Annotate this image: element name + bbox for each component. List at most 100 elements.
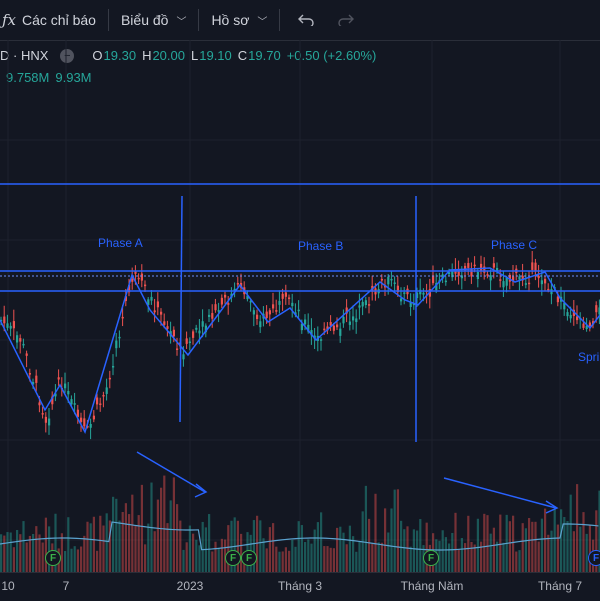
candle-body [83, 418, 86, 427]
volume-bar [595, 510, 598, 572]
volume-bar [339, 526, 342, 572]
volume-bar [400, 520, 403, 572]
candle-body [41, 413, 44, 415]
candle-body [9, 325, 12, 329]
volume-bar [54, 513, 57, 572]
candle-body [67, 391, 70, 395]
volume-bar [508, 521, 511, 572]
toolbar-divider [198, 9, 200, 31]
volume-bar [144, 544, 147, 572]
candle-body [208, 314, 211, 317]
volume-ma-line [0, 521, 599, 551]
volume-bar [403, 529, 406, 572]
candle-body [444, 280, 447, 283]
phase-a-label: Phase A [98, 236, 143, 250]
volume-bar [297, 521, 300, 572]
candle-body [64, 383, 67, 389]
volume-bar [588, 525, 591, 572]
chart-type-button[interactable]: Biểu đồ ﹀ [113, 0, 194, 40]
candle-body [3, 316, 6, 324]
candle-body [454, 270, 457, 274]
candle-body [291, 302, 294, 307]
candle-body [201, 321, 204, 327]
volume-bar [134, 525, 137, 572]
candle-body [19, 338, 22, 342]
volume-bar [473, 544, 476, 572]
volume-bar [83, 535, 86, 572]
volume-bar [374, 493, 377, 572]
indicators-button[interactable]: ƒx Các chỉ báo [0, 0, 104, 40]
candle-body [176, 348, 179, 350]
candle-body [236, 283, 239, 285]
volume-bar [278, 551, 281, 572]
candle-body [595, 305, 598, 313]
volume-bar [252, 520, 255, 572]
volume-bar [371, 543, 374, 572]
candle-body [336, 324, 339, 328]
candle-body [540, 280, 543, 285]
price-chart[interactable]: Phase A Phase B Phase C Spri [0, 40, 600, 572]
x-tick-label: Tháng 3 [277, 579, 323, 593]
volume-bar [470, 542, 473, 572]
chart-grid [0, 40, 600, 572]
arrow-head [194, 483, 208, 498]
candle-body [172, 329, 175, 337]
volume-bar [524, 528, 527, 572]
candle-body [185, 338, 188, 344]
volume-bar [521, 523, 524, 572]
volume-bar [448, 543, 451, 572]
toolbar-divider [107, 9, 109, 31]
volume-bar [377, 542, 380, 572]
candle-body [598, 307, 600, 315]
time-axis[interactable]: 10 7 2023 Tháng 3 Tháng Năm Tháng 7 [0, 572, 600, 601]
candle-body [121, 316, 124, 319]
candle-body [464, 265, 467, 271]
financials-event-marker[interactable]: F [225, 550, 241, 566]
candle-body [480, 263, 483, 272]
candle-body [163, 321, 166, 325]
candle-body [134, 271, 137, 274]
phase-b-label: Phase B [298, 239, 343, 253]
volume-bar [70, 548, 73, 572]
volume-bar [22, 521, 25, 572]
redo-button[interactable] [328, 0, 364, 40]
financials-event-marker[interactable]: F [241, 550, 257, 566]
volume-bar [355, 551, 358, 572]
volume-bar [41, 542, 44, 572]
candle-body [499, 279, 502, 281]
volume-bars [0, 475, 600, 572]
candle-body [76, 409, 79, 417]
candle-body [92, 415, 95, 420]
candle-body [470, 268, 473, 277]
profile-button[interactable]: Hồ sơ ﹀ [203, 0, 275, 40]
financials-event-marker[interactable]: F [45, 550, 61, 566]
volume-bar [227, 525, 230, 572]
undo-button[interactable] [284, 0, 328, 40]
volume-bar [118, 520, 121, 572]
candle-body [409, 302, 412, 307]
candle-body [137, 277, 140, 280]
candle-body [537, 275, 540, 279]
minus-icon[interactable]: − [60, 48, 75, 63]
spring-label: Spri [578, 350, 599, 364]
financials-event-marker[interactable]: F [588, 550, 600, 566]
candle-body [166, 326, 169, 329]
candle-body [300, 323, 303, 331]
candle-body [569, 314, 572, 319]
x-tick-label: 2023 [176, 579, 204, 593]
volume-bar [108, 520, 111, 572]
symbol-ticker[interactable]: D · HNX [0, 48, 49, 63]
candle-body [89, 423, 92, 428]
volume-bar [489, 533, 492, 572]
volume-bar [585, 533, 588, 572]
volume-bar [547, 534, 550, 572]
candle-body [544, 278, 547, 284]
candle-body [217, 310, 220, 312]
undo-icon [298, 14, 315, 26]
candle-body [256, 314, 259, 320]
volume-value: 9.758M [6, 70, 50, 85]
financials-event-marker[interactable]: F [423, 550, 439, 566]
candle-body [332, 325, 335, 331]
candle-body [108, 377, 111, 380]
volume-bar [288, 550, 291, 572]
